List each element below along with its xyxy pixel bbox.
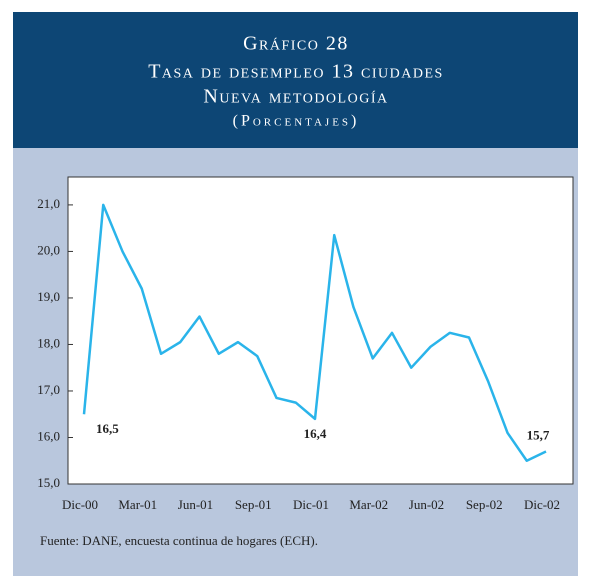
chart-title: Gráfico 28 bbox=[243, 33, 349, 55]
header-band bbox=[13, 12, 578, 148]
y-tick-label: 18,0 bbox=[37, 335, 60, 350]
x-tick-label: Dic-01 bbox=[293, 497, 329, 512]
y-tick-label: 17,0 bbox=[37, 382, 60, 397]
x-tick-label: Mar-02 bbox=[349, 497, 388, 512]
data-label: 16,5 bbox=[96, 421, 119, 436]
y-tick-label: 20,0 bbox=[37, 242, 60, 257]
chart-subtitle: (Porcentajes) bbox=[233, 113, 360, 130]
x-tick-label: Dic-00 bbox=[62, 497, 98, 512]
plot-area bbox=[67, 176, 574, 485]
y-tick-label: 21,0 bbox=[37, 196, 60, 211]
x-tick-label: Dic-02 bbox=[524, 497, 560, 512]
line bbox=[82, 203, 547, 462]
x-tick-label: Sep-02 bbox=[466, 497, 503, 512]
source-note: Fuente: DANE, encuesta continua de hogar… bbox=[40, 533, 318, 548]
chart-subtitle: Nueva metodología bbox=[203, 86, 388, 108]
chart-subtitle: Tasa de desempleo 13 ciudades bbox=[148, 61, 444, 83]
x-tick-label: Jun-02 bbox=[409, 497, 444, 512]
x-tick-label: Sep-01 bbox=[235, 497, 272, 512]
x-tick-label: Jun-01 bbox=[178, 497, 213, 512]
data-label: 16,4 bbox=[304, 426, 327, 441]
y-tick-label: 16,0 bbox=[37, 428, 60, 443]
x-tick-label: Mar-01 bbox=[118, 497, 157, 512]
y-tick-label: 15,0 bbox=[37, 475, 60, 490]
data-label: 15,7 bbox=[527, 427, 550, 442]
y-tick-label: 19,0 bbox=[37, 289, 60, 304]
